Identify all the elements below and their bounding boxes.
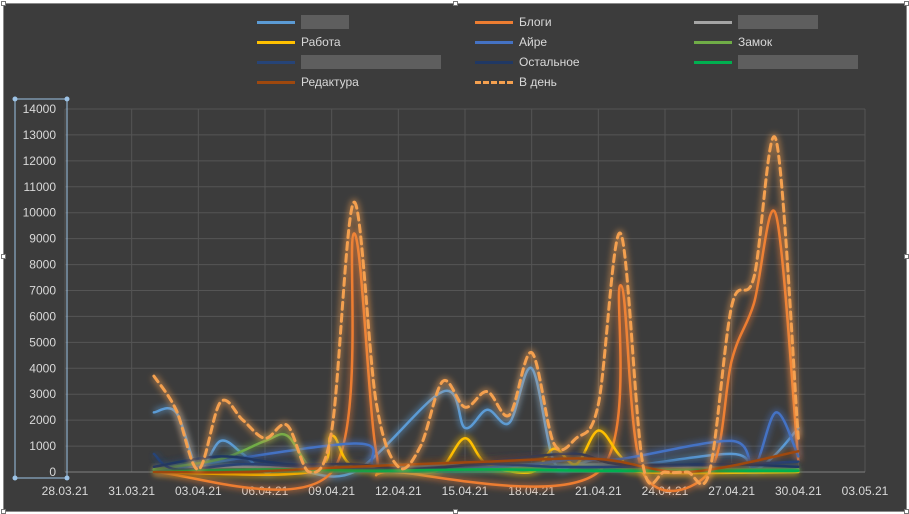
legend-label: Редактура xyxy=(301,75,359,89)
selection-handle xyxy=(64,96,70,102)
legend-item[interactable] xyxy=(694,14,818,30)
x-tick-label: 28.03.21 xyxy=(42,484,89,498)
y-tick-label: 9000 xyxy=(29,232,56,246)
series-line[interactable] xyxy=(152,209,800,493)
y-tick-label: 4000 xyxy=(29,361,56,375)
resize-handle[interactable] xyxy=(1,254,6,259)
legend-swatch xyxy=(257,80,295,84)
y-tick-label: 8000 xyxy=(29,258,56,272)
legend-swatch xyxy=(475,40,513,44)
resize-handle[interactable] xyxy=(904,1,909,6)
legend-label: Замок xyxy=(738,35,773,49)
legend-item[interactable]: Айре xyxy=(475,34,547,50)
resize-handle[interactable] xyxy=(453,1,458,6)
legend-swatch xyxy=(475,80,513,84)
resize-handle[interactable] xyxy=(1,509,6,514)
legend-item[interactable]: Работа xyxy=(257,34,341,50)
series-1 xyxy=(152,207,802,495)
x-tick-label: 31.03.21 xyxy=(108,484,155,498)
resize-handle[interactable] xyxy=(904,509,909,514)
y-tick-label: 7000 xyxy=(29,284,56,298)
selection-handle xyxy=(64,475,70,481)
legend-item[interactable]: В день xyxy=(475,74,557,90)
legend-item[interactable]: Замок xyxy=(694,34,772,50)
selection-handle xyxy=(12,96,18,102)
legend-swatch xyxy=(475,20,513,24)
line-chart: 0 1000 2000 3000 4000 5000 6000 7000 8000 9000 100… xyxy=(12,96,889,498)
legend-item[interactable] xyxy=(257,14,349,30)
x-tick-label: 30.04.21 xyxy=(775,484,822,498)
legend-label-redacted xyxy=(301,55,441,69)
legend-item[interactable]: Редактура xyxy=(257,74,359,90)
x-tick-label: 03.04.21 xyxy=(175,484,222,498)
x-tick-label: 21.04.21 xyxy=(575,484,622,498)
series-0 xyxy=(152,364,801,480)
series-line[interactable] xyxy=(152,366,800,478)
x-tick-label: 15.04.21 xyxy=(442,484,489,498)
x-tick-label: 09.04.21 xyxy=(308,484,355,498)
y-tick-label: 12000 xyxy=(23,154,57,168)
resize-handle[interactable] xyxy=(453,509,458,514)
legend-swatch xyxy=(694,60,732,64)
x-tick-label: 12.04.21 xyxy=(375,484,422,498)
legend-label-redacted xyxy=(301,15,349,29)
legend-swatch xyxy=(694,20,732,24)
y-tick-label: 6000 xyxy=(29,309,56,323)
x-tick-label: 27.04.21 xyxy=(708,484,755,498)
legend-swatch xyxy=(475,60,513,64)
legend-label: Работа xyxy=(301,35,341,49)
legend-label-redacted xyxy=(738,15,818,29)
legend-label: Блоги xyxy=(519,15,552,29)
selection-handle xyxy=(12,475,18,481)
series-line[interactable] xyxy=(152,135,800,486)
series-10 xyxy=(150,133,802,488)
axis-selection-box xyxy=(14,98,68,479)
y-tick-label: 5000 xyxy=(29,335,56,349)
legend-swatch xyxy=(257,60,295,64)
legend-label: Остальное xyxy=(519,55,580,69)
y-tick-label: 13000 xyxy=(23,128,57,142)
x-tick-label: 03.05.21 xyxy=(842,484,889,498)
y-tick-label: 14000 xyxy=(23,102,57,116)
legend-swatch xyxy=(257,40,295,44)
legend-label-redacted xyxy=(738,55,858,69)
legend-item[interactable]: Блоги xyxy=(475,14,552,30)
resize-handle[interactable] xyxy=(1,1,6,6)
y-tick-label: 2000 xyxy=(29,413,56,427)
y-tick-label: 3000 xyxy=(29,387,56,401)
legend-swatch xyxy=(694,40,732,44)
legend-item[interactable]: Остальное xyxy=(475,54,580,70)
resize-handle[interactable] xyxy=(904,254,909,259)
legend-item[interactable] xyxy=(257,54,441,70)
legend-swatch xyxy=(257,20,295,24)
y-tick-label: 1000 xyxy=(29,439,56,453)
y-tick-label: 0 xyxy=(49,465,56,479)
legend-item[interactable] xyxy=(694,54,858,70)
chart-legend[interactable]: Блоги Работа Айре Замок Остальное Редактура В … xyxy=(4,4,908,104)
y-tick-label: 10000 xyxy=(23,206,57,220)
legend-label: Айре xyxy=(519,35,548,49)
y-tick-label: 11000 xyxy=(24,180,57,194)
legend-label: В день xyxy=(519,75,557,89)
